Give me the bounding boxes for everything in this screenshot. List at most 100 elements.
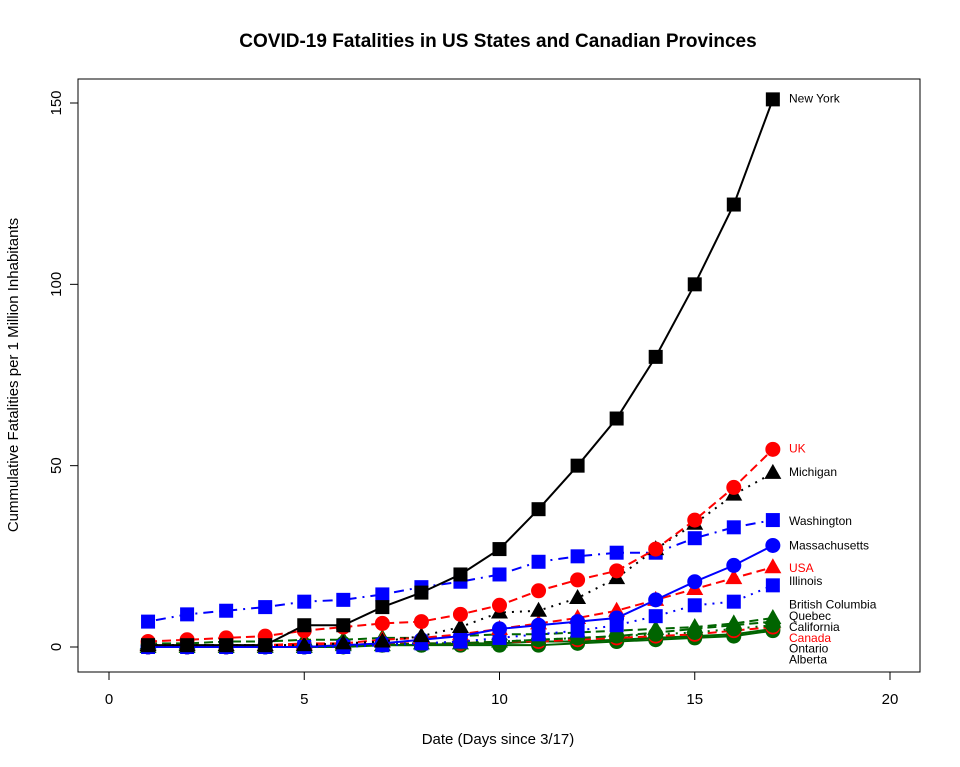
data-point [531,617,547,633]
data-point [570,549,585,564]
y-tick-label: 100 [48,272,65,297]
data-point [570,614,586,630]
data-point [141,614,156,629]
data-point [609,563,625,579]
data-point [530,601,548,617]
data-point [725,614,743,630]
data-point [765,513,780,528]
series-label: Canada [789,631,831,645]
data-point [687,531,702,546]
data-point [258,638,273,653]
data-point [569,589,587,605]
series-new-york [141,92,780,653]
series-michigan [139,463,782,652]
series-label: UK [789,442,806,456]
data-point [180,607,195,622]
data-point [141,638,156,653]
data-point [765,92,780,107]
data-point [531,554,546,569]
data-point [609,411,624,426]
data-point [648,349,663,364]
series-label: California [789,620,840,634]
series-labels: New York UK Michigan Washington Massachusett… [789,92,877,667]
y-tick-label: 50 [48,457,65,474]
data-point [258,600,273,615]
data-point [570,572,586,588]
series-label: Massachusetts [789,538,869,552]
data-point [414,585,429,600]
series-layer [139,92,782,655]
data-point [334,634,352,650]
x-axis-label: Date (Days since 3/17) [422,731,575,748]
series-label: Quebec [789,609,831,623]
data-point [648,592,664,608]
data-point [765,537,781,553]
data-point [492,597,507,613]
series-line-washington [147,519,774,623]
data-point [492,621,507,637]
data-point [609,610,625,626]
data-point [687,574,703,590]
series-uk [140,441,781,650]
data-point [726,557,742,573]
data-point [180,638,195,653]
data-point [297,618,312,633]
data-point [765,578,780,593]
data-point [648,541,664,557]
series-label: USA [789,561,814,575]
data-point [219,638,234,653]
data-point [726,479,742,495]
x-axis: 0 5 10 15 20 [105,672,899,708]
data-point [726,594,741,609]
chart-title: COVID-19 Fatalities in US States and Can… [239,31,756,52]
data-point [531,583,547,599]
data-point [647,619,665,635]
x-tick-label: 0 [105,691,113,708]
series-label: Illinois [789,574,822,588]
data-point [373,632,391,648]
data-point [609,545,624,560]
data-point [765,441,781,457]
data-point [219,603,234,618]
data-point [451,618,469,634]
data-point [336,592,351,607]
data-point [764,463,782,479]
data-point [725,569,743,585]
x-tick-label: 15 [686,691,703,708]
data-point [375,587,390,602]
x-tick-label: 5 [300,691,308,708]
data-point [453,567,468,582]
data-point [764,558,782,574]
data-point [297,594,312,609]
data-point [687,277,702,292]
y-axis: 0 50 100 150 [48,90,78,651]
data-point [726,520,741,535]
series-label: British Columbia [789,597,877,611]
data-point [570,458,585,473]
data-point [375,600,390,615]
series-label: Alberta [789,653,827,667]
data-point [452,606,468,622]
data-point [648,609,663,624]
data-point [295,636,313,652]
data-point [336,618,351,633]
data-point [726,197,741,212]
series-label: New York [789,92,841,106]
series-label: Ontario [789,642,829,656]
series-line-new-york [148,99,774,647]
data-point [687,598,702,613]
data-point [764,608,782,624]
data-point [412,627,430,643]
series-label: Washington [789,514,852,528]
data-point [374,615,390,631]
data-point [413,614,429,630]
y-axis-label: Cummulative Fatalities per 1 Million Inh… [5,218,22,532]
data-point [492,567,507,582]
data-point [492,542,507,557]
data-point [686,618,704,634]
x-tick-label: 20 [882,691,899,708]
y-tick-label: 0 [48,643,65,651]
data-point [531,502,546,517]
data-point [687,512,703,528]
